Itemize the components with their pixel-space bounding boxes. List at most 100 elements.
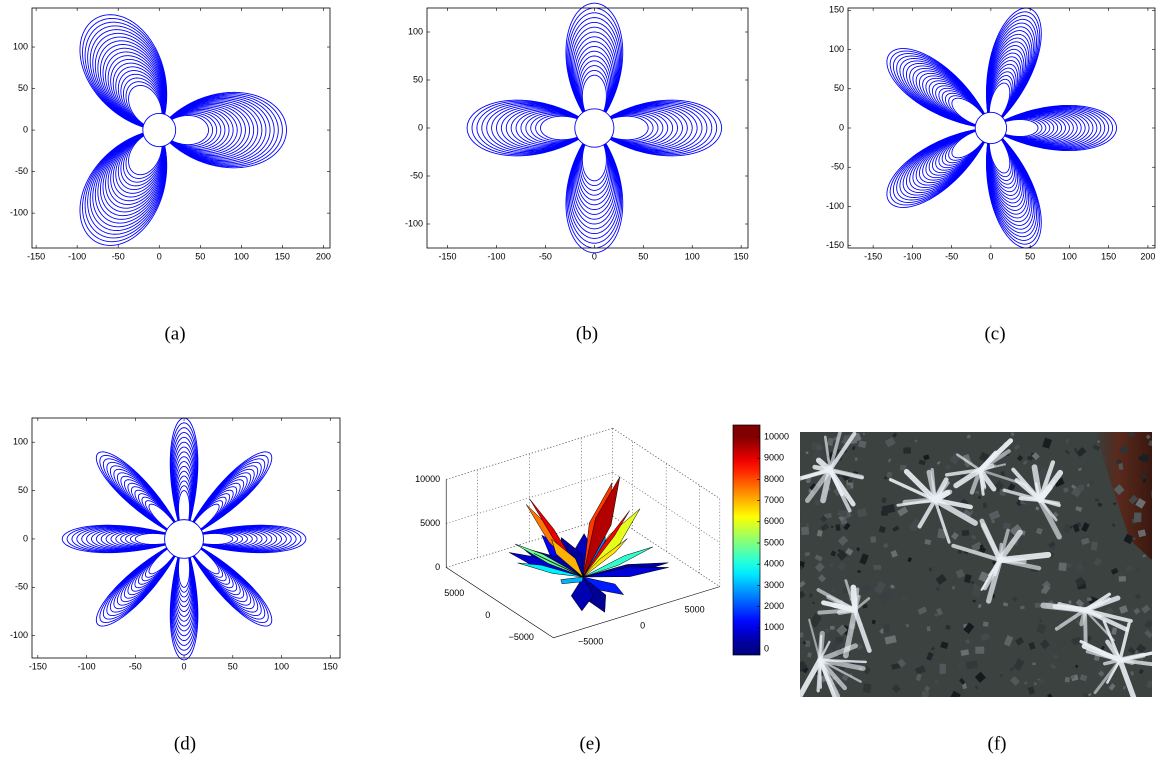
photo-grain <box>1058 562 1067 571</box>
photo-grain <box>962 530 970 536</box>
x-tick-label: 100 <box>234 251 249 261</box>
x-tick-label: 0 <box>592 251 597 261</box>
photo-grain <box>1091 542 1098 551</box>
photo-grain <box>969 680 976 686</box>
x-tick-label: -150 <box>864 251 882 261</box>
photo-grain <box>863 433 865 436</box>
photo-grain <box>1066 439 1070 444</box>
photo-grain <box>805 640 810 647</box>
photo-crystal <box>905 500 935 502</box>
photo-grain <box>975 647 984 654</box>
y-tick-label: 50 <box>413 74 423 84</box>
y-tick-label: 150 <box>829 5 844 15</box>
x-tick-label: −5000 <box>578 637 603 647</box>
photo-grain <box>855 457 858 461</box>
y-tick-label: 0 <box>485 610 490 620</box>
rose-curve <box>80 15 287 246</box>
x-tick-label: 50 <box>228 661 238 671</box>
z-tick-label: 10000 <box>415 474 440 484</box>
y-tick-label: -100 <box>405 218 423 228</box>
photo-grain <box>799 632 804 637</box>
y-tick-label: -50 <box>831 162 844 172</box>
x-tick-label: 150 <box>323 661 338 671</box>
x-tick-label: 50 <box>638 251 648 261</box>
colorbar-tick-label: 5000 <box>764 537 784 547</box>
x-tick-label: 0 <box>182 661 187 671</box>
center-circle <box>143 113 176 146</box>
photo-grain <box>1068 600 1071 603</box>
photo-grain <box>863 683 871 693</box>
colorbar <box>733 425 760 655</box>
photo-grain <box>1010 668 1014 672</box>
page: {"chart_data": [ {"type": "rose", "capti… <box>0 0 1169 760</box>
photo-grain <box>846 485 851 490</box>
photo-grain <box>1083 694 1088 701</box>
figure: -150-100-50050100150200-100-50050100(a)-… <box>0 0 1169 760</box>
caption: (e) <box>579 733 600 754</box>
y-tick-label: 50 <box>18 83 28 93</box>
photo-grain <box>1032 662 1036 665</box>
x-tick-label: 200 <box>316 251 331 261</box>
photo-grain <box>1131 671 1134 675</box>
photo-grain <box>1035 603 1041 608</box>
x-tick-label: 50 <box>195 251 205 261</box>
x-tick-label: -50 <box>945 251 958 261</box>
photo-grain <box>1074 448 1076 451</box>
x-tick-label: -100 <box>487 251 505 261</box>
x-tick-label: -150 <box>29 661 47 671</box>
photo-grain <box>874 565 882 570</box>
x-tick-label: -50 <box>112 251 125 261</box>
y-tick-label: 100 <box>408 26 423 36</box>
y-tick-label: 0 <box>839 122 844 132</box>
photo-grain <box>1141 454 1149 462</box>
photo-grain <box>814 500 820 505</box>
x-tick-label: 50 <box>1025 251 1035 261</box>
photo-grain <box>1095 499 1099 502</box>
colorbar-tick-label: 8000 <box>764 474 784 484</box>
x-tick-label: -50 <box>539 251 552 261</box>
photo-grain <box>929 567 933 571</box>
rose-curve <box>88 26 275 234</box>
center-circle <box>975 112 1006 143</box>
x-tick-label: 5000 <box>685 605 705 615</box>
x-tick-label: 200 <box>1140 251 1155 261</box>
photo-grain <box>1151 490 1156 497</box>
rose-curve <box>90 30 270 231</box>
photo-grain <box>974 696 981 702</box>
colorbar-tick-label: 0 <box>764 643 769 653</box>
photo-grain <box>883 623 890 632</box>
x-tick-label: -150 <box>439 251 457 261</box>
photo-grain <box>983 621 989 626</box>
colorbar-tick-label: 6000 <box>764 516 784 526</box>
y-tick-label: 0 <box>23 533 28 543</box>
photo-grain <box>1000 674 1002 677</box>
photo-grain <box>857 570 860 572</box>
colorbar-tick-label: 2000 <box>764 601 784 611</box>
y-tick-label: -100 <box>826 201 844 211</box>
center-circle <box>165 520 204 559</box>
y-tick-label: 50 <box>18 485 28 495</box>
y-tick-label: -100 <box>10 630 28 640</box>
y-tick-label: 100 <box>13 41 28 51</box>
colorbar-tick-label: 3000 <box>764 580 784 590</box>
x-tick-label: 150 <box>1101 251 1116 261</box>
photo-grain <box>870 536 876 542</box>
caption: (b) <box>576 323 598 344</box>
center-circle <box>575 109 614 147</box>
colorbar-tick-label: 7000 <box>764 495 784 505</box>
x-tick-label: 100 <box>685 251 700 261</box>
photo-grain <box>927 626 931 631</box>
photo-grain <box>1078 485 1084 491</box>
rose-curve <box>100 45 253 216</box>
x-tick-label: 100 <box>1062 251 1077 261</box>
x-tick-label: 150 <box>275 251 290 261</box>
photo-grain <box>795 515 801 522</box>
photo-grain <box>1075 665 1078 668</box>
y-tick-label: -150 <box>826 240 844 250</box>
photo-grain <box>1065 677 1070 682</box>
x-tick-label: -100 <box>78 661 96 671</box>
colorbar-tick-label: 4000 <box>764 559 784 569</box>
x-tick-label: 0 <box>640 621 645 631</box>
x-tick-label: 100 <box>274 661 289 671</box>
rose-curve <box>103 48 250 212</box>
